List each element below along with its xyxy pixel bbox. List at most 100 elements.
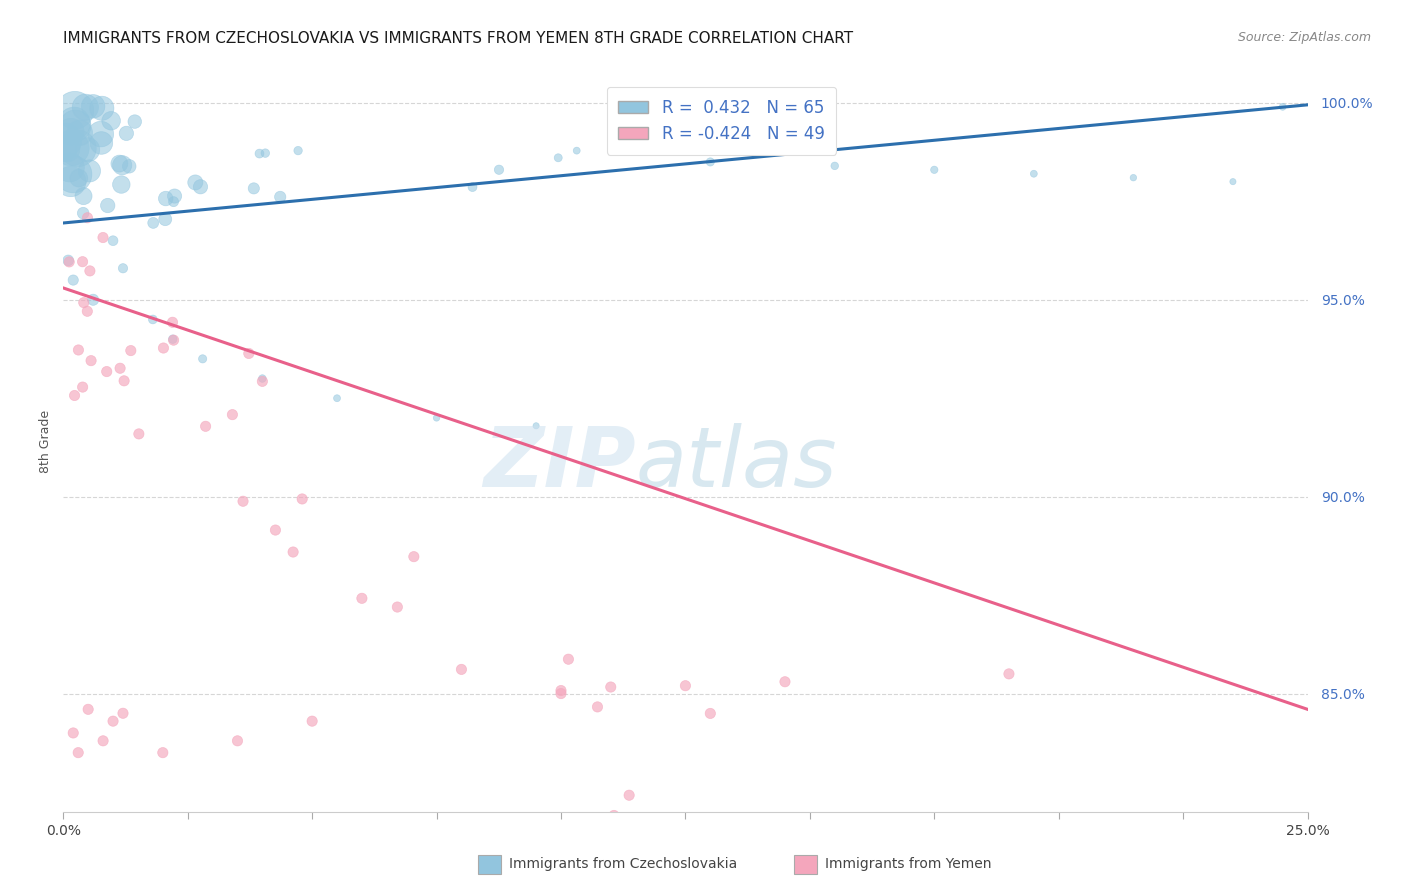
Point [60,141,83,155]
Point [1222,175,1244,189]
Point [79,164,101,178]
Point [56,142,79,156]
Point [72,189,94,203]
Point [152,746,174,760]
Text: Source: ZipAtlas.com: Source: ZipAtlas.com [1237,31,1371,45]
Point [76,304,98,318]
Point [111,158,134,172]
Point [101,714,124,728]
Point [162,332,184,346]
Point [82,293,104,307]
Point [100,113,122,128]
Point [110,178,132,192]
Point [191,351,214,366]
Point [524,418,547,433]
Point [67,343,90,357]
Point [426,411,449,425]
Point [350,591,373,606]
Point [152,341,174,355]
Point [998,666,1021,681]
Point [90,127,112,141]
Point [111,261,134,276]
Point [162,194,184,209]
Point [90,136,112,150]
Point [142,216,165,230]
Point [62,167,84,181]
Point [69,126,91,140]
Point [269,190,291,204]
Point [1271,100,1294,114]
Point [243,181,266,195]
Point [101,234,124,248]
Point [80,353,103,368]
Point [773,674,796,689]
Point [59,174,82,188]
Point [72,380,94,394]
Point [108,156,131,170]
Point [118,159,141,173]
Point [617,788,640,802]
Point [565,144,588,158]
Point [97,198,120,212]
Point [53,133,76,147]
Point [184,176,207,190]
Point [824,828,846,842]
Point [387,600,409,615]
Point [73,295,96,310]
Point [53,142,76,156]
Point [291,491,314,506]
Point [63,116,86,130]
Point [66,141,89,155]
Point [120,343,142,358]
Point [252,371,274,385]
Point [824,159,846,173]
Point [226,734,249,748]
Point [79,264,101,278]
Point [72,254,94,268]
Point [252,375,274,389]
Point [111,706,134,721]
Point [124,114,146,128]
Point [599,680,621,694]
Y-axis label: 8th Grade: 8th Grade [39,410,52,473]
Point [63,388,86,402]
Text: Immigrants from Czechoslovakia: Immigrants from Czechoslovakia [509,857,737,871]
Point [924,162,946,177]
Point [82,99,104,113]
Point [163,189,186,203]
Point [67,171,90,186]
Point [301,714,323,728]
Point [586,700,609,714]
Point [128,426,150,441]
Point [249,146,271,161]
Point [287,144,309,158]
Point [91,734,114,748]
Text: atlas: atlas [636,423,838,504]
Point [238,346,260,360]
Point [603,808,626,822]
Point [254,146,277,161]
Point [108,361,131,376]
Point [77,702,100,716]
Point [142,312,165,326]
Point [162,315,184,329]
Point [232,494,254,508]
Point [75,100,97,114]
Point [190,179,212,194]
Point [547,151,569,165]
Text: ZIP: ZIP [484,423,636,504]
Point [115,127,138,141]
Point [155,192,177,206]
Point [699,706,721,721]
Point [65,119,87,133]
Point [1022,167,1045,181]
Point [281,545,304,559]
Point [194,419,217,434]
Point [264,523,287,537]
Point [162,333,184,347]
Point [76,143,98,157]
Point [488,162,510,177]
Point [59,125,82,139]
Point [62,726,84,740]
Point [450,662,472,676]
